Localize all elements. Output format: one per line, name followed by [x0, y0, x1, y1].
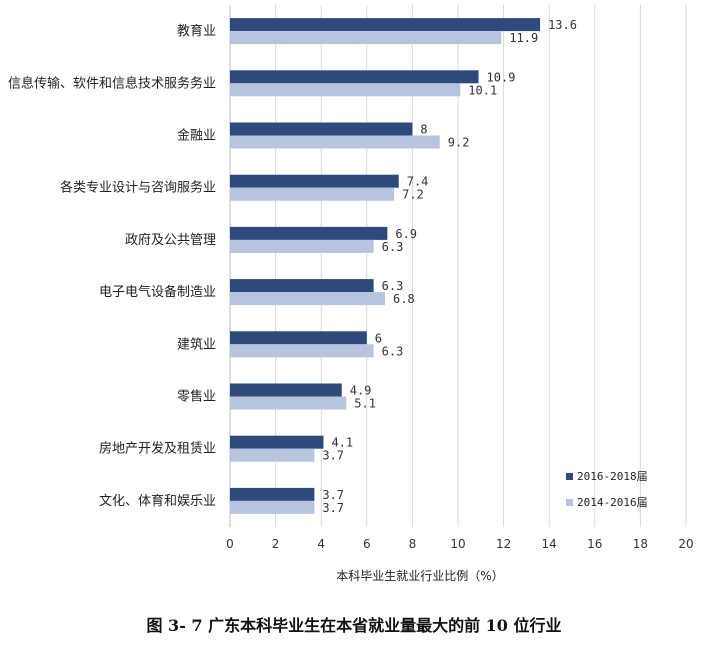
bar-series2: [230, 135, 440, 149]
data-label: 7.2: [402, 188, 424, 202]
data-label: 10.1: [468, 83, 497, 97]
legend: 2016-2018届 2014-2016届: [566, 470, 648, 509]
data-label: 9.2: [448, 136, 470, 150]
data-label: 6.9: [395, 227, 417, 241]
x-tick-label: 0: [226, 537, 234, 551]
data-label: 10.9: [487, 70, 516, 84]
x-tick-label: 20: [678, 537, 693, 551]
x-tick-label: 12: [496, 537, 511, 551]
legend-swatch: [566, 499, 573, 506]
category-label: 电子电气设备制造业: [99, 284, 216, 300]
x-tick-label: 4: [317, 537, 325, 551]
category-label: 政府及公共管理: [125, 233, 216, 248]
data-label: 8: [420, 123, 427, 137]
data-label: 7.4: [407, 175, 429, 189]
data-label: 3.7: [322, 488, 344, 502]
bar-series2: [230, 396, 347, 410]
data-label: 5.1: [354, 397, 376, 411]
data-label: 3.7: [322, 501, 344, 515]
figure-caption: 图 3- 7 广东本科毕业生在本省就业量最大的前 10 位行业: [146, 616, 562, 635]
legend-swatch: [566, 473, 573, 480]
category-label: 教育业: [177, 23, 216, 39]
bar-series1: [230, 174, 399, 188]
x-tick-label: 8: [409, 537, 417, 551]
data-label: 6.3: [382, 344, 404, 358]
data-label: 6.3: [382, 279, 404, 293]
bar-series2: [230, 500, 315, 514]
x-tick-label: 10: [450, 537, 465, 551]
bar-series1: [230, 487, 315, 501]
bar-series2: [230, 187, 395, 201]
bar-series2: [230, 448, 315, 462]
x-tick-label: 6: [363, 537, 371, 551]
bar-series1: [230, 435, 324, 449]
bars: [230, 18, 541, 514]
data-label: 4.9: [350, 384, 372, 398]
bar-series2: [230, 83, 461, 97]
data-label: 6: [375, 331, 382, 345]
category-label: 建筑业: [177, 336, 216, 352]
category-label: 零售业: [177, 389, 216, 405]
bar-series1: [230, 226, 388, 240]
data-label: 3.7: [322, 449, 344, 463]
x-axis-title: 本科毕业生就业行业比例（%）: [336, 569, 503, 583]
x-tick-label: 2: [272, 537, 280, 551]
category-label: 信息传输、软件和信息技术服务务业: [8, 75, 216, 91]
category-label: 文化、体育和娱乐业: [99, 493, 216, 509]
bar-series1: [230, 18, 541, 32]
x-tick-label: 18: [633, 537, 648, 551]
bar-series1: [230, 70, 479, 84]
data-label: 6.8: [393, 292, 415, 306]
bar-series1: [230, 383, 342, 397]
bar-series2: [230, 31, 502, 45]
bar-series2: [230, 292, 386, 306]
bar-series1: [230, 279, 374, 293]
bar-series1: [230, 122, 413, 136]
bar-series2: [230, 344, 374, 358]
legend-label: 2014-2016届: [577, 496, 648, 509]
data-label: 13.6: [548, 18, 577, 32]
category-label: 各类专业设计与咨询服务业: [60, 180, 216, 196]
category-label: 房地产开发及租赁业: [99, 441, 216, 457]
x-tick-label: 16: [587, 537, 602, 551]
labels: 教育业 13.6 11.9 信息传输、软件和信息技术服务务业 10.910.1 金融业 8 9…: [8, 18, 577, 515]
data-label: 4.1: [331, 436, 353, 450]
bar-chart: 0 2 4 6 8 10 12 14 16 18 20 教育业 13.6 11.9 信息传输、软件和信息技…: [8, 5, 694, 583]
data-label: 11.9: [509, 31, 538, 45]
bar-series1: [230, 331, 367, 345]
legend-label: 2016-2018届: [577, 470, 648, 483]
data-label: 6.3: [382, 240, 404, 254]
bar-series2: [230, 239, 374, 253]
x-tick-label: 14: [542, 537, 557, 551]
category-label: 金融业: [177, 128, 216, 144]
